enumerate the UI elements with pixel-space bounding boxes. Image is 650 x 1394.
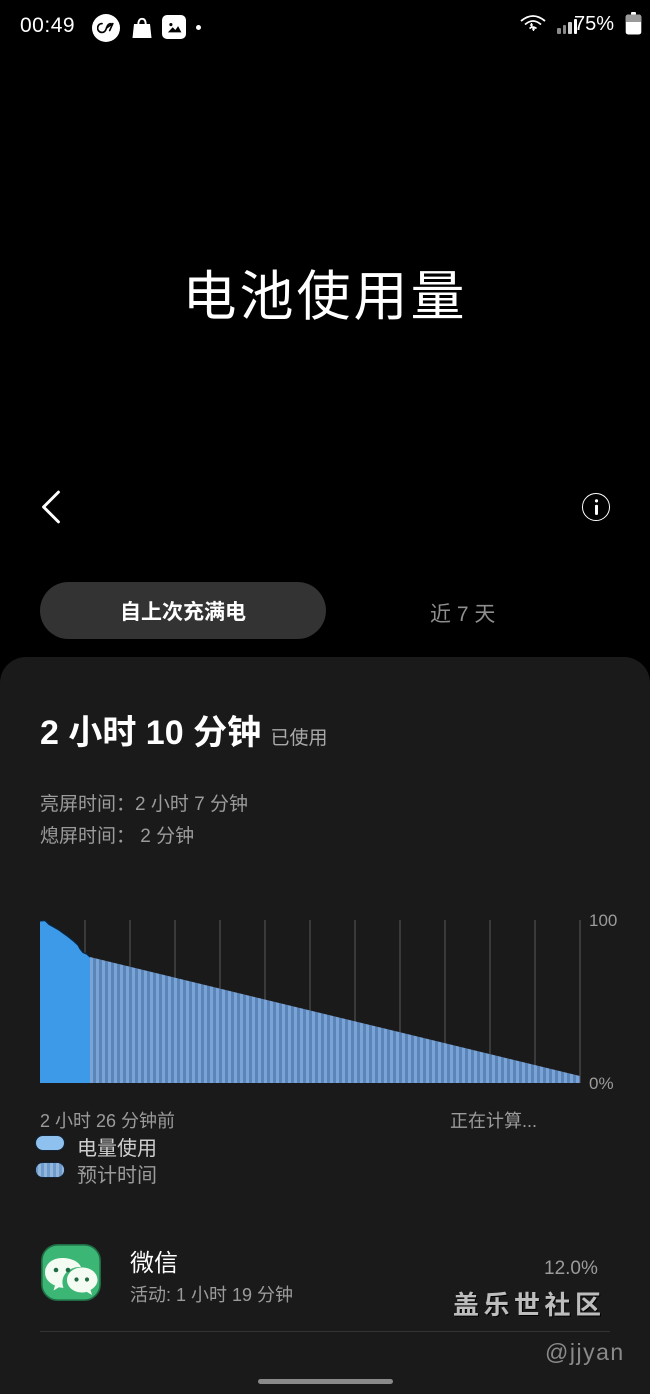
svg-text:100: 100 [589,911,617,930]
svg-text:0%: 0% [589,1074,614,1093]
